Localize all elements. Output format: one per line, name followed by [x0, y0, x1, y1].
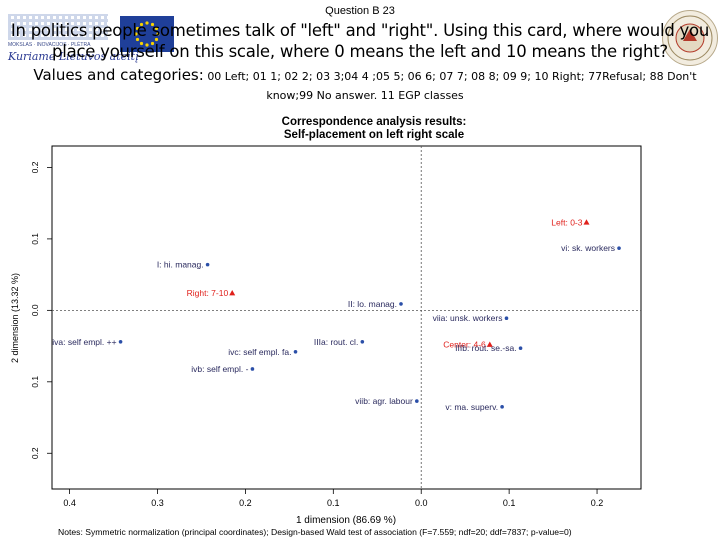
point-label: ivc: self empl. fa. — [228, 347, 291, 357]
point-label: vi: sk. workers — [561, 243, 615, 253]
x-tick-label: 0.2 — [239, 498, 252, 508]
point-label: Right: 7-10 — [187, 288, 229, 298]
point-label: viib: agr. labour — [355, 396, 413, 406]
point-label: viia: unsk. workers — [433, 313, 503, 323]
values-lead: Values and categories: — [33, 66, 204, 84]
point-marker — [118, 339, 123, 344]
eu-flag-icon — [120, 16, 174, 52]
values-categories: Values and categories: 00 Left; 01 1; 02… — [20, 66, 710, 105]
point-marker — [360, 339, 365, 344]
y-tick-label: 0.1 — [30, 233, 40, 245]
program-logo — [8, 14, 108, 40]
point-marker — [229, 290, 236, 296]
data-points: Left: 0-3 Center: 4-6 Right: 7-10 I: hi. ma… — [52, 217, 621, 412]
y-tick-label: 0.0 — [30, 304, 40, 316]
y-axis-label: 2 dimension (13.32 %) — [10, 273, 20, 363]
x-axis: 0.4 0.3 0.2 0.1 0.0 0.1 0.2 — [63, 489, 603, 508]
point-marker — [293, 350, 298, 354]
point-label: Left: 0-3 — [551, 217, 582, 227]
values-detail: 00 Left; 01 1; 02 2; 03 3;04 4 ;05 5; 06… — [207, 70, 697, 102]
university-seal-icon — [662, 10, 718, 66]
question-prompt: In politics people sometimes talk of "le… — [10, 21, 710, 61]
point-label: ivb: self empl. - — [191, 364, 248, 374]
x-tick-label: 0.1 — [327, 498, 340, 508]
y-tick-label: 0.2 — [30, 161, 40, 173]
chart-subtitle: Self-placement on left right scale — [284, 129, 464, 141]
point-marker — [250, 367, 255, 371]
y-tick-label: 0.1 — [30, 376, 40, 388]
question-number: Question B 23 — [325, 5, 395, 17]
point-label: II: lo. manag. — [348, 299, 397, 309]
point-label: Center: 4-6 — [443, 340, 486, 350]
program-logo-script: Kuriame Lietuvos ateitį — [8, 50, 139, 63]
point-label: IIIa: rout. cl. — [314, 337, 358, 347]
point-marker — [518, 346, 523, 351]
point-label: v: ma. superv. — [445, 402, 498, 412]
y-tick-label: 0.2 — [30, 447, 40, 459]
point-marker — [399, 302, 403, 306]
point-marker — [415, 399, 419, 403]
y-axis: 0.2 0.1 0.0 0.1 0.2 — [30, 161, 52, 459]
correspondence-chart: Correspondence analysis results: Self-pl… — [0, 105, 720, 540]
point-marker — [504, 316, 509, 321]
point-label: IIIb: rout. se.-sa. — [455, 343, 516, 353]
chart-note: Notes: Symmetric normalization (principa… — [58, 527, 572, 537]
point-label: I: hi. manag. — [157, 260, 204, 270]
point-marker — [205, 262, 210, 267]
zero-lines — [52, 146, 641, 489]
point-marker — [500, 405, 504, 409]
x-tick-label: 0.3 — [151, 498, 164, 508]
point-label: iva: self empl. ++ — [52, 337, 116, 347]
x-tick-label: 0.2 — [591, 498, 604, 508]
plot-area — [51, 145, 642, 490]
chart-title: Correspondence analysis results: — [282, 116, 467, 128]
x-tick-label: 0.0 — [415, 498, 428, 508]
point-marker — [486, 341, 493, 347]
point-marker — [617, 246, 621, 250]
program-logo-caption: MOKSLAS · INOVACIJOS · PLĖTRA — [8, 42, 91, 48]
x-tick-label: 0.4 — [63, 498, 76, 508]
x-axis-label: 1 dimension (86.69 %) — [296, 515, 396, 526]
point-marker — [583, 219, 590, 225]
slide-header: MOKSLAS · INOVACIJOS · PLĖTRA Kuriame Li… — [0, 0, 720, 105]
x-tick-label: 0.1 — [503, 498, 516, 508]
